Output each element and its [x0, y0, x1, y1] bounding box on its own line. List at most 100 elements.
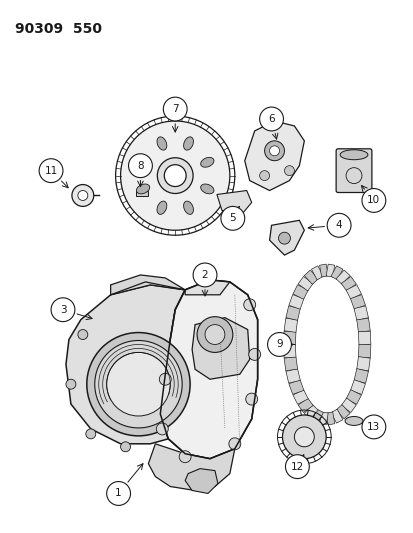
Polygon shape: [297, 398, 312, 413]
Polygon shape: [335, 405, 349, 419]
Polygon shape: [288, 379, 303, 394]
Text: 90309  550: 90309 550: [15, 22, 102, 36]
Circle shape: [78, 329, 88, 340]
Circle shape: [269, 146, 279, 156]
Text: 13: 13: [366, 422, 380, 432]
Ellipse shape: [183, 137, 193, 150]
Polygon shape: [244, 121, 304, 190]
Polygon shape: [356, 318, 369, 333]
Polygon shape: [292, 390, 308, 404]
Polygon shape: [353, 369, 368, 383]
Polygon shape: [345, 390, 361, 404]
Circle shape: [85, 429, 95, 439]
Circle shape: [78, 190, 88, 200]
Polygon shape: [148, 444, 234, 490]
Circle shape: [361, 415, 385, 439]
Circle shape: [192, 263, 216, 287]
Text: 3: 3: [59, 305, 66, 314]
Circle shape: [128, 154, 152, 177]
Circle shape: [326, 213, 350, 237]
Circle shape: [197, 317, 232, 352]
Circle shape: [120, 121, 229, 230]
Polygon shape: [285, 369, 299, 383]
Ellipse shape: [157, 137, 166, 150]
Text: 5: 5: [229, 213, 235, 223]
Polygon shape: [283, 332, 295, 345]
Ellipse shape: [136, 184, 150, 194]
Circle shape: [72, 184, 93, 206]
Polygon shape: [350, 379, 365, 394]
Polygon shape: [358, 332, 370, 345]
Text: 7: 7: [171, 104, 178, 114]
Polygon shape: [325, 412, 334, 425]
Ellipse shape: [157, 201, 166, 214]
Ellipse shape: [344, 416, 362, 425]
Circle shape: [361, 189, 385, 212]
Circle shape: [95, 341, 182, 428]
Polygon shape: [136, 190, 148, 197]
Circle shape: [267, 333, 291, 357]
Circle shape: [284, 166, 294, 175]
Circle shape: [179, 451, 191, 463]
Polygon shape: [297, 277, 312, 291]
Polygon shape: [325, 264, 334, 277]
Circle shape: [39, 159, 63, 183]
Polygon shape: [356, 357, 369, 371]
Ellipse shape: [200, 184, 214, 194]
Ellipse shape: [200, 157, 214, 167]
Text: 11: 11: [44, 166, 57, 176]
Text: 2: 2: [201, 270, 208, 280]
Polygon shape: [353, 306, 368, 320]
Circle shape: [107, 481, 130, 505]
Polygon shape: [185, 469, 217, 494]
Circle shape: [221, 206, 244, 230]
Circle shape: [278, 232, 290, 244]
Ellipse shape: [339, 150, 367, 160]
Circle shape: [285, 455, 309, 479]
Polygon shape: [340, 398, 356, 413]
Polygon shape: [283, 318, 297, 333]
Polygon shape: [160, 280, 257, 459]
Circle shape: [282, 415, 325, 459]
Polygon shape: [330, 266, 342, 280]
Text: 4: 4: [335, 220, 342, 230]
Polygon shape: [288, 295, 303, 309]
Circle shape: [245, 393, 257, 405]
Polygon shape: [110, 275, 185, 295]
Polygon shape: [216, 190, 251, 214]
Circle shape: [156, 423, 168, 435]
Polygon shape: [283, 344, 295, 358]
Polygon shape: [350, 295, 365, 309]
Circle shape: [87, 333, 190, 436]
Polygon shape: [66, 285, 185, 444]
Polygon shape: [319, 264, 328, 277]
Polygon shape: [292, 285, 308, 300]
Polygon shape: [358, 344, 370, 358]
Text: 1: 1: [115, 488, 121, 498]
Circle shape: [159, 373, 171, 385]
Ellipse shape: [183, 201, 193, 214]
Circle shape: [264, 141, 284, 161]
Text: 6: 6: [268, 114, 274, 124]
Text: 9: 9: [275, 340, 282, 350]
Circle shape: [164, 165, 186, 187]
Polygon shape: [311, 409, 323, 423]
Circle shape: [243, 299, 255, 311]
Polygon shape: [304, 270, 318, 284]
Circle shape: [259, 171, 269, 181]
Polygon shape: [185, 280, 229, 295]
Circle shape: [248, 349, 260, 360]
Text: 12: 12: [290, 462, 303, 472]
Circle shape: [51, 298, 75, 321]
Polygon shape: [285, 306, 299, 320]
Circle shape: [120, 442, 130, 452]
Circle shape: [259, 107, 283, 131]
Polygon shape: [335, 270, 349, 284]
FancyBboxPatch shape: [335, 149, 371, 192]
Polygon shape: [345, 285, 361, 300]
Polygon shape: [304, 405, 318, 419]
Circle shape: [163, 97, 187, 121]
Circle shape: [228, 438, 240, 450]
Circle shape: [107, 352, 170, 416]
Polygon shape: [311, 266, 323, 280]
